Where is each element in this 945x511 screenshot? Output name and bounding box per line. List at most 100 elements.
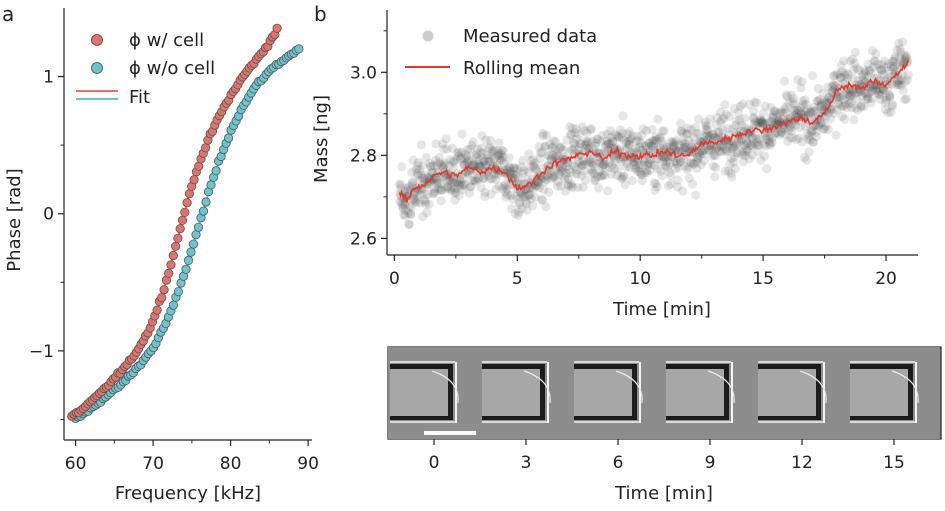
measured-point [458,173,468,184]
measured-point [547,174,557,184]
measured-point [534,178,544,188]
measured-point [791,120,801,130]
measured-point [571,124,581,134]
measured-point [808,137,818,147]
measured-point [456,147,467,157]
measured-point [622,143,633,153]
measured-point [407,167,417,177]
measured-point [541,175,551,185]
measured-point [890,54,900,64]
measured-point [416,140,427,150]
measured-point [624,127,635,137]
cell-outline [891,370,919,404]
measured-point [596,136,607,146]
measured-point [834,98,844,109]
measured-point [464,188,475,198]
measured-point [885,92,895,102]
measured-point [706,142,716,152]
measured-point [746,125,756,136]
measured-point [432,175,442,185]
measured-point [396,183,406,193]
measured-point [487,174,497,184]
measured-point [769,113,779,123]
measured-point [724,139,734,149]
measured-point [653,114,663,124]
measured-point [889,69,899,80]
measured-point [557,162,567,172]
panel-a-x-axis-label: Frequency [kHz] [115,483,261,504]
measured-point [610,129,621,139]
measured-point [578,156,588,166]
measured-point [397,162,407,172]
measured-point [784,98,794,108]
measured-point [867,45,878,56]
measured-point [740,151,750,161]
measured-point [523,190,533,200]
panel-c-x-axis-label: Time [min] [614,483,713,504]
measured-point [587,158,597,168]
measured-point [477,152,487,162]
measured-point [765,140,775,150]
measured-point [601,141,611,151]
measured-point [900,95,910,105]
measured-point [802,129,813,139]
measured-point [598,130,608,140]
measured-point [524,190,534,200]
measured-point [678,143,689,153]
measured-point [431,139,441,149]
measured-point [783,125,794,135]
measured-point [699,145,709,155]
measured-point [692,163,702,174]
measured-point [409,193,419,204]
measured-point [848,90,858,100]
measured-point [426,161,436,171]
measured-point [761,131,771,141]
measured-point [466,182,476,192]
measured-point [396,180,406,190]
measured-point [535,148,546,158]
measured-point [735,115,745,125]
measured-point [720,100,730,110]
measured-point [412,161,423,171]
measured-point [675,140,685,150]
measured-point [891,60,902,70]
measured-point [465,144,475,154]
measured-point [647,136,658,146]
measured-point [496,150,506,160]
measured-point [799,152,810,163]
measured-point [716,139,726,150]
measured-point [490,145,500,155]
measured-point [813,96,823,106]
measured-point [504,163,515,173]
measured-point [856,100,866,111]
measured-point [513,210,523,220]
measured-point [847,87,857,97]
measured-point [826,114,836,124]
scatter-point [171,241,181,251]
measured-point [439,160,449,170]
measured-point [448,162,459,173]
measured-point [459,179,469,189]
measured-point [648,144,658,154]
measured-point [419,173,429,183]
panel-a-y-ticks: −1 0 1 [29,68,64,420]
measured-point [689,147,699,157]
measured-point [567,145,577,155]
measured-point [642,168,652,178]
measured-point [640,141,651,151]
measured-point [404,219,414,229]
measured-point [650,185,660,195]
measured-point [900,77,910,87]
measured-point [763,135,774,145]
measured-point [715,117,726,127]
measured-point [420,197,431,207]
measured-point [902,75,913,85]
measured-point [756,116,766,126]
measured-point [781,90,791,100]
measured-point [714,132,724,142]
measured-point [787,97,798,107]
measured-point [480,191,490,201]
x-tick-label: 0 [429,453,440,473]
measured-point [731,127,741,137]
measured-point [408,194,419,204]
